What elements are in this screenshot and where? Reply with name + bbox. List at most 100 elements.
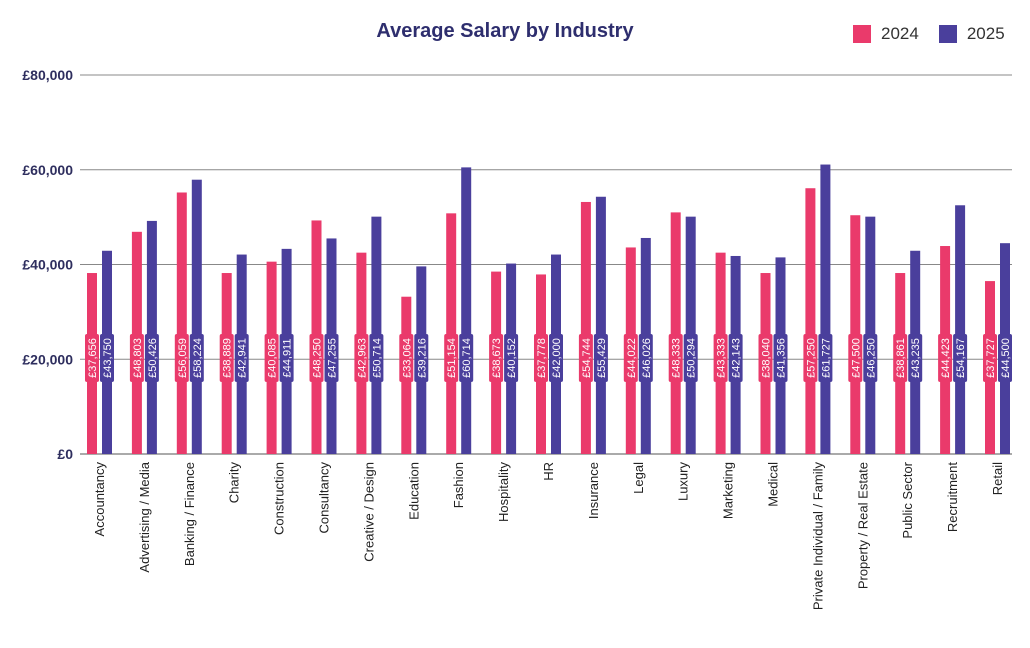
data-label-bg — [144, 333, 159, 383]
data-label-2025: £39,216 — [414, 333, 429, 383]
x-tick-label: Medical — [766, 462, 781, 507]
data-label-text: £44,423 — [940, 338, 952, 378]
x-tick-label: Construction — [272, 462, 287, 535]
x-tick-label-group: Private Individual / Family — [810, 462, 825, 611]
data-label-2024: £44,022 — [623, 333, 638, 383]
bar-2024 — [805, 188, 816, 454]
data-label-2025: £42,000 — [549, 333, 563, 383]
data-label-text: £37,727 — [985, 338, 997, 378]
data-label-2024: £37,778 — [534, 333, 548, 383]
x-tick-label: Retail — [990, 462, 1005, 495]
data-label-2024: £48,250 — [309, 333, 324, 383]
data-label-bg — [908, 333, 923, 383]
x-tick-label-group: Education — [406, 462, 421, 520]
data-label-bg — [773, 333, 788, 383]
data-label-2025: £54,167 — [953, 333, 968, 383]
data-label-2024: £38,861 — [893, 333, 908, 383]
bar-2025 — [955, 205, 966, 454]
data-label-bg — [444, 333, 459, 383]
data-label-2025: £46,026 — [638, 333, 653, 383]
bar-2025 — [461, 167, 472, 454]
data-label-2025: £44,911 — [279, 333, 294, 383]
data-label-text: £46,026 — [641, 338, 653, 378]
x-tick-label-group: Hospitality — [496, 462, 511, 522]
data-label-bg — [549, 333, 563, 383]
bar-2024 — [670, 212, 681, 454]
data-label-text: £50,426 — [147, 338, 159, 378]
data-label-bg — [234, 333, 249, 383]
data-label-text: £42,963 — [356, 338, 368, 378]
data-label-text: £38,673 — [491, 338, 503, 378]
data-label-bg — [953, 333, 968, 383]
data-label-text: £48,803 — [132, 338, 144, 378]
legend-swatch-2024 — [853, 25, 871, 43]
x-tick-label-group: Property / Real Estate — [855, 462, 870, 589]
data-label-text: £44,911 — [282, 339, 294, 378]
x-tick-label-group: Luxury — [676, 462, 691, 502]
y-tick-label: £40,000 — [22, 257, 73, 273]
data-label-bg — [848, 333, 863, 383]
x-tick-label-group: Recruitment — [945, 462, 960, 532]
data-label-bg — [713, 333, 728, 383]
x-tick-label-group: Insurance — [586, 462, 601, 519]
x-tick-label: Property / Real Estate — [855, 462, 870, 589]
data-label-text: £44,500 — [1000, 338, 1012, 378]
data-label-bg — [174, 333, 189, 383]
data-label-text: £38,889 — [222, 338, 234, 378]
data-label-2024: £44,423 — [938, 333, 953, 383]
x-tick-label: Education — [406, 462, 421, 520]
bar-2025 — [595, 196, 606, 454]
data-label-bg — [189, 333, 204, 383]
x-tick-label: Fashion — [451, 462, 466, 508]
x-tick-label-group: Medical — [766, 462, 781, 507]
data-label-2024: £38,673 — [489, 333, 504, 383]
x-tick-label: Luxury — [676, 462, 691, 502]
x-tick-label-group: Advertising / Media — [137, 461, 152, 572]
data-label-2024: £56,059 — [174, 333, 189, 383]
data-label-bg — [459, 333, 474, 383]
y-tick-label: £0 — [57, 446, 73, 462]
x-tick-label: Recruitment — [945, 462, 960, 532]
data-label-bg — [623, 333, 638, 383]
x-tick-label-group: Legal — [631, 462, 646, 494]
data-label-2024: £38,889 — [219, 333, 234, 383]
data-label-2025: £55,429 — [593, 333, 608, 383]
bar-2024 — [176, 192, 187, 455]
data-label-2025: £50,714 — [369, 333, 384, 383]
x-tick-label: Marketing — [721, 462, 736, 519]
data-label-text: £61,727 — [820, 338, 832, 378]
data-label-2025: £61,727 — [818, 333, 833, 383]
x-tick-label: Legal — [631, 462, 646, 494]
data-label-2024: £48,803 — [129, 333, 144, 383]
legend-swatch-2025 — [938, 25, 957, 43]
data-label-bg — [668, 333, 683, 383]
data-label-text: £46,250 — [865, 338, 877, 378]
data-label-text: £33,064 — [401, 338, 413, 378]
legend-item-2024: 2024 — [853, 24, 919, 44]
data-label-2024: £57,250 — [803, 333, 818, 383]
data-label-2025: £42,941 — [234, 333, 249, 383]
data-label-text: £56,059 — [177, 338, 189, 378]
data-label-2025: £50,294 — [683, 333, 698, 383]
x-tick-label: Banking / Finance — [182, 462, 197, 566]
data-label-2024: £51,154 — [444, 333, 459, 383]
data-label-bg — [893, 333, 908, 383]
data-label-text: £42,000 — [551, 338, 563, 378]
x-tick-label-group: Retail — [990, 462, 1005, 495]
data-label-2025: £50,426 — [144, 333, 159, 383]
data-label-text: £43,750 — [102, 338, 114, 378]
data-label-text: £42,941 — [237, 338, 249, 378]
data-label-2025: £43,235 — [908, 333, 923, 383]
data-label-2025: £42,143 — [728, 333, 743, 383]
y-tick-label: £80,000 — [22, 67, 73, 83]
data-label-bg — [219, 333, 234, 383]
data-label-2024: £37,727 — [983, 333, 997, 383]
data-label-bg — [983, 333, 997, 383]
data-label-2024: £47,500 — [848, 333, 863, 383]
data-label-text: £50,714 — [371, 338, 383, 378]
data-label-bg — [264, 333, 279, 383]
data-label-text: £39,216 — [416, 338, 428, 378]
data-label-text: £48,333 — [671, 338, 683, 378]
data-label-text: £37,656 — [87, 338, 99, 378]
